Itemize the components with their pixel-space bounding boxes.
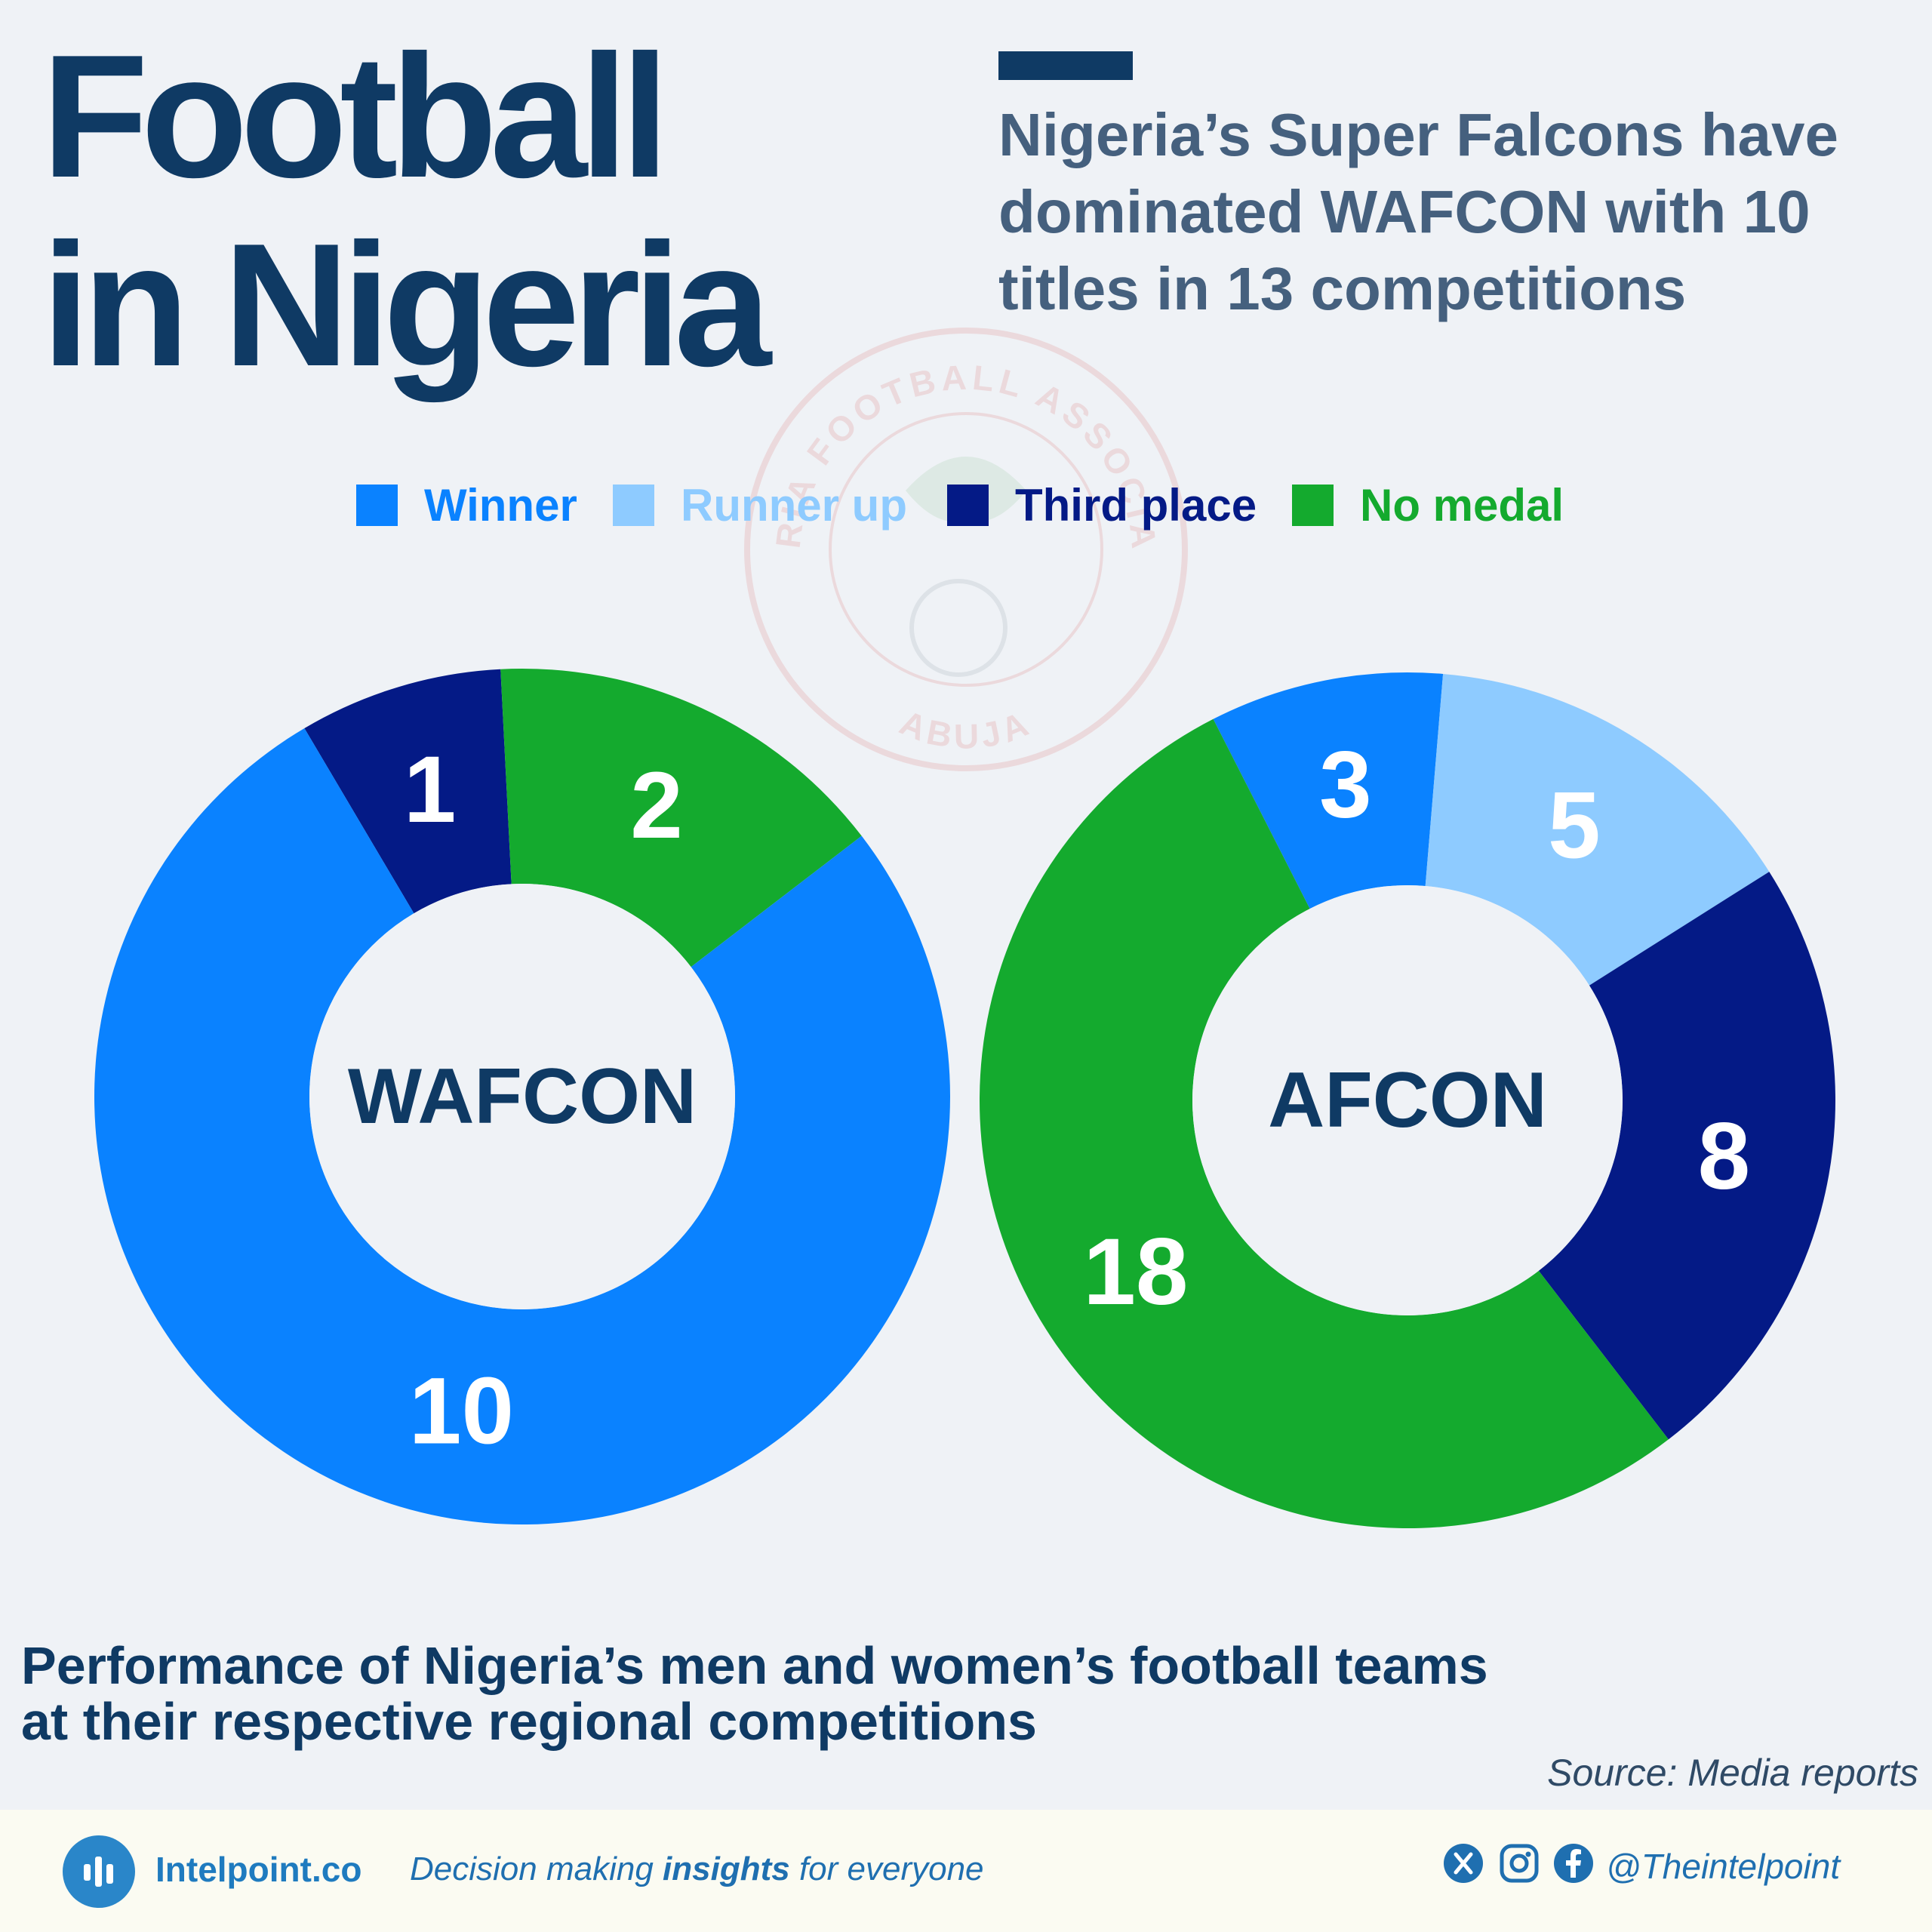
slice-third-place — [304, 669, 512, 914]
slice-no-medal — [979, 718, 1669, 1529]
legend-label: No medal — [1360, 479, 1564, 531]
tagline-end: for everyone — [789, 1850, 984, 1887]
nfa-watermark: NIGERIA FOOTBALL ASSOCIATION ABUJA — [0, 0, 1188, 771]
donut-charts: NIGERIA FOOTBALL ASSOCIATION ABUJA 1 2 10 W… — [0, 0, 1835, 1529]
data-label: 1 — [404, 737, 457, 842]
data-label: 5 — [1548, 773, 1601, 878]
title-line-2: in Nigeria — [42, 208, 771, 403]
legend-swatch — [613, 484, 654, 526]
slice-no-medal — [500, 669, 862, 968]
legend-label: Runner up — [681, 479, 907, 531]
facebook-icon[interactable] — [1553, 1843, 1594, 1884]
instagram-icon[interactable] — [1499, 1843, 1540, 1884]
legend-swatch — [1292, 484, 1334, 526]
slice-winner — [1213, 672, 1444, 909]
tagline-start: Decision making — [410, 1850, 663, 1887]
title-line-1: Football — [42, 19, 669, 214]
legend-item-runner-up: Runner up — [613, 478, 907, 531]
legend-item-winner: Winner — [356, 478, 577, 531]
donut-hole — [309, 884, 735, 1309]
chart-center-label: AFCON — [1268, 1057, 1547, 1144]
chart-center-label: WAFCON — [348, 1053, 697, 1140]
tagline-emphasis: insights — [663, 1850, 790, 1887]
page-title: Football in Nigeria — [42, 19, 771, 403]
donut-chart-afcon: 3 5 8 18 AFCON — [979, 672, 1835, 1529]
slice-winner — [94, 728, 950, 1525]
data-label: 3 — [1319, 732, 1372, 837]
legend: Winner Runner up Third place No medal — [0, 478, 1932, 531]
subtitle: Nigeria’s Super Falcons have dominated W… — [998, 101, 1839, 322]
data-label: 2 — [630, 753, 683, 858]
chart-footnote: Performance of Nigeria’s men and women’s… — [21, 1636, 1488, 1751]
data-label: 8 — [1698, 1104, 1751, 1209]
legend-swatch — [356, 484, 398, 526]
data-label: 10 — [409, 1358, 514, 1463]
legend-label: Third place — [1015, 479, 1257, 531]
legend-label: Winner — [424, 479, 577, 531]
x-icon[interactable] — [1443, 1843, 1484, 1884]
accent-bar — [998, 51, 1133, 80]
brand-name[interactable]: Intelpoint.co — [155, 1850, 362, 1889]
legend-item-third-place: Third place — [947, 478, 1257, 531]
legend-item-no-medal: No medal — [1292, 478, 1564, 531]
slice-third-place — [1538, 872, 1835, 1440]
watermark-text-bottom: ABUJA — [894, 703, 1038, 756]
slice-runner-up — [1425, 673, 1770, 986]
intelpoint-logo-icon[interactable] — [63, 1835, 135, 1908]
footer: Intelpoint.co Decision making insights f… — [0, 1810, 1932, 1932]
source-note: Source: Media reports — [1547, 1752, 1918, 1794]
tagline: Decision making insights for everyone — [410, 1850, 984, 1888]
legend-swatch — [947, 484, 989, 526]
social-handle[interactable]: @Theintelpoint — [1606, 1847, 1841, 1886]
data-label: 18 — [1083, 1220, 1188, 1324]
donut-hole — [1192, 885, 1623, 1315]
donut-chart-wafcon: 1 2 10 WAFCON — [94, 669, 950, 1525]
